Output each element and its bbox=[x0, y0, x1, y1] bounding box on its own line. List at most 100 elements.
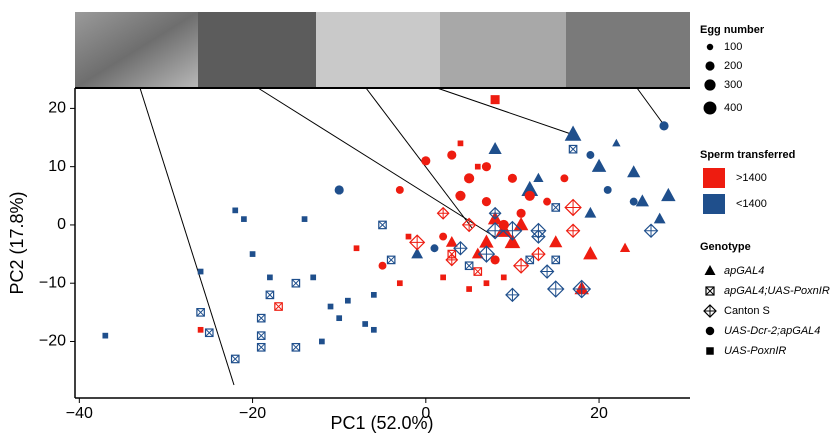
point bbox=[291, 278, 301, 288]
plus bbox=[565, 199, 581, 216]
point bbox=[345, 297, 351, 304]
point bbox=[430, 244, 439, 253]
cross bbox=[257, 331, 266, 340]
photo bbox=[566, 12, 690, 88]
point bbox=[659, 121, 669, 131]
circle bbox=[464, 173, 475, 184]
square bbox=[405, 233, 412, 240]
legend-label: <1400 bbox=[736, 198, 767, 210]
point bbox=[513, 257, 530, 274]
genotype-legend-mark bbox=[705, 326, 715, 336]
square bbox=[336, 315, 343, 322]
square bbox=[370, 292, 377, 298]
point bbox=[267, 274, 273, 281]
point bbox=[488, 206, 502, 220]
point bbox=[439, 232, 448, 241]
square bbox=[102, 332, 109, 339]
square bbox=[500, 274, 507, 281]
circle bbox=[659, 121, 669, 131]
legend-label: 400 bbox=[724, 102, 742, 114]
square-outline bbox=[274, 302, 283, 311]
diamond-outline bbox=[461, 217, 477, 233]
plus bbox=[644, 224, 658, 238]
circle bbox=[490, 255, 500, 265]
square bbox=[310, 274, 317, 281]
square-outline bbox=[386, 255, 396, 265]
cross bbox=[525, 255, 534, 264]
point bbox=[560, 174, 569, 183]
triangle bbox=[591, 158, 607, 172]
point bbox=[461, 217, 477, 233]
square bbox=[197, 268, 204, 275]
square bbox=[319, 338, 325, 345]
square-outline bbox=[265, 290, 275, 300]
point bbox=[447, 150, 457, 160]
legend-label: UAS-Dcr-2;apGAL4 bbox=[724, 325, 820, 337]
point bbox=[525, 255, 535, 265]
square bbox=[457, 140, 464, 147]
triangle bbox=[411, 247, 424, 259]
point bbox=[505, 287, 520, 303]
point bbox=[539, 264, 555, 279]
point bbox=[232, 207, 239, 214]
legend-label: Canton S bbox=[724, 305, 770, 317]
point bbox=[336, 315, 343, 322]
plus bbox=[462, 218, 476, 232]
point bbox=[584, 206, 597, 218]
circle bbox=[481, 162, 492, 172]
point bbox=[612, 138, 621, 147]
triangle bbox=[612, 138, 621, 147]
plus bbox=[566, 224, 580, 238]
point bbox=[504, 233, 521, 249]
square bbox=[440, 274, 446, 281]
cross bbox=[551, 255, 560, 264]
point bbox=[334, 185, 344, 195]
square-outline bbox=[705, 286, 715, 296]
diamond-outline bbox=[477, 245, 496, 263]
point bbox=[513, 217, 529, 231]
point bbox=[310, 274, 317, 281]
color-legend-swatch bbox=[703, 168, 725, 188]
diamond-outline bbox=[572, 279, 592, 299]
circle bbox=[447, 150, 457, 160]
square bbox=[241, 216, 247, 222]
square-outline bbox=[256, 313, 266, 323]
triangle bbox=[704, 265, 716, 275]
square-outline bbox=[291, 278, 301, 288]
photo bbox=[316, 12, 440, 88]
connector bbox=[436, 87, 575, 136]
point bbox=[249, 251, 256, 257]
circle bbox=[586, 151, 595, 159]
genotype-legend-mark bbox=[703, 304, 717, 318]
point bbox=[643, 223, 659, 239]
point bbox=[455, 190, 466, 201]
connector bbox=[139, 87, 235, 386]
circle bbox=[455, 190, 466, 201]
cross bbox=[196, 308, 205, 317]
point bbox=[481, 162, 492, 172]
point bbox=[524, 190, 535, 201]
point bbox=[241, 216, 247, 222]
point bbox=[653, 212, 666, 224]
cross bbox=[291, 343, 300, 352]
point bbox=[661, 187, 676, 202]
point bbox=[521, 180, 539, 197]
point bbox=[500, 274, 507, 281]
legend-label: 200 bbox=[724, 60, 742, 72]
square bbox=[396, 280, 403, 287]
square bbox=[353, 245, 360, 252]
point bbox=[564, 198, 582, 217]
genotype-legend-mark bbox=[704, 265, 716, 275]
legend-title: Genotype bbox=[700, 241, 751, 253]
circle bbox=[421, 156, 431, 166]
plus bbox=[505, 288, 519, 302]
legend-label: apGAL4;UAS-PoxnIR bbox=[724, 285, 830, 297]
point bbox=[353, 245, 360, 252]
point bbox=[546, 280, 565, 298]
diamond-outline bbox=[546, 280, 565, 298]
x-tick-label: 0 bbox=[421, 405, 430, 422]
circle bbox=[524, 190, 535, 201]
point bbox=[396, 280, 403, 287]
y-tick-label: 0 bbox=[57, 216, 66, 233]
point bbox=[327, 303, 334, 310]
